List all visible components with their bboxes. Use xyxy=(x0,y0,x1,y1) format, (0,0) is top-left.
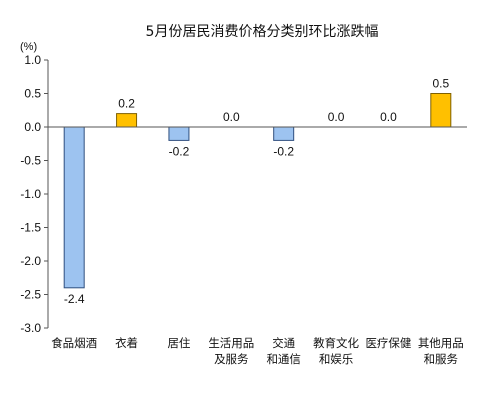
y-tick-label: -3.0 xyxy=(20,321,41,335)
data-label: 0.0 xyxy=(328,110,345,124)
bar xyxy=(168,126,190,141)
x-tick-label: 生活用品 xyxy=(208,336,254,350)
data-label: -0.2 xyxy=(273,144,294,158)
x-tick-label: 及服务 xyxy=(214,352,249,366)
x-tick-label: 居住 xyxy=(167,336,190,350)
data-label: 0.2 xyxy=(118,97,135,111)
x-tick-label: 其他用品 xyxy=(418,336,464,350)
x-tick-label: 和娱乐 xyxy=(319,352,354,366)
y-tick-label: -2.0 xyxy=(20,254,41,268)
data-label: 0.5 xyxy=(432,77,449,91)
data-label: -0.2 xyxy=(169,144,190,158)
y-tick-label: 0.0 xyxy=(24,120,41,134)
x-tick-label: 教育文化 xyxy=(313,336,359,350)
y-tick-label: 1.0 xyxy=(24,53,41,67)
bar xyxy=(63,126,85,289)
y-tick-label: -1.5 xyxy=(20,221,41,235)
plot-area: 1.0 0.5 0.0 -0.5 -1.0 -1.5 -2.0 -2.5 -3.0 -2.4 食品烟… xyxy=(20,53,467,366)
data-label: -2.4 xyxy=(64,292,85,306)
bar xyxy=(273,126,295,141)
x-tick-label: 和通信 xyxy=(266,352,301,366)
x-tick-label: 交通 xyxy=(272,336,295,350)
data-label: 0.0 xyxy=(223,110,240,124)
bar xyxy=(430,93,452,128)
y-tick-label: -2.5 xyxy=(20,288,41,302)
y-tick-label: 0.5 xyxy=(24,87,41,101)
x-tick-label: 食品烟酒 xyxy=(51,336,97,350)
x-tick-label: 医疗保健 xyxy=(365,336,411,350)
y-tick-label: -0.5 xyxy=(20,154,41,168)
x-tick-label: 和服务 xyxy=(424,352,459,366)
data-label: 0.0 xyxy=(380,110,397,124)
y-unit-label: (%) xyxy=(20,41,37,53)
x-tick-label: 衣着 xyxy=(115,336,138,350)
y-tick-label: -1.0 xyxy=(20,187,41,201)
chart-title: 5月份居民消费价格分类别环比涨跌幅 xyxy=(146,24,379,40)
bar xyxy=(116,113,138,128)
